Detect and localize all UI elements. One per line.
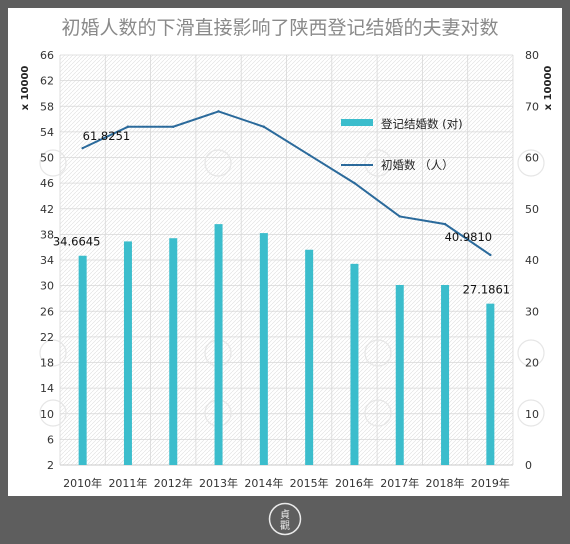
x-tick-label: 2014年 xyxy=(244,476,283,490)
right-tick-label: 40 xyxy=(525,254,539,267)
watermark-seal xyxy=(39,149,67,177)
x-tick-label: 2010年 xyxy=(63,476,102,490)
x-tick-label: 2017年 xyxy=(380,476,419,490)
right-tick-label: 0 xyxy=(525,459,532,472)
legend: 登记结婚数 (对) 初婚数 （人） xyxy=(341,117,463,172)
line-point-2018年 xyxy=(443,222,447,226)
watermark-seal xyxy=(517,149,545,177)
line-point-2019年 xyxy=(489,253,492,257)
x-axis-ticks: 2010年 2011年 2012年 2013年 2014年 2015年 2016年 2017年… xyxy=(63,476,510,490)
line-point-2016年 xyxy=(353,181,356,185)
line-point-2011年 xyxy=(126,125,130,128)
line-point-2013年 xyxy=(217,110,220,113)
seal-logo-bottom: 觀 xyxy=(280,520,290,532)
left-tick-label: 14 xyxy=(40,382,54,395)
watermark-seal xyxy=(364,149,392,177)
left-tick-label: 18 xyxy=(40,357,54,370)
left-tick-label: 10 xyxy=(40,408,54,421)
bar-2010年 xyxy=(78,255,87,465)
right-tick-label: 50 xyxy=(525,203,539,216)
chart-svg: 初婚人数的下滑直接影响了陕西登记结婚的夫妻对数 2610141822263034… xyxy=(20,17,554,490)
bar-series xyxy=(78,224,495,465)
bar-2013年 xyxy=(214,224,223,465)
left-tick-label: 54 xyxy=(40,126,54,139)
bar-2019年 xyxy=(486,303,495,465)
right-tick-label: 20 xyxy=(525,357,539,370)
seal-logo: 貞 觀 xyxy=(268,502,302,536)
data-label: 34.6645 xyxy=(53,235,101,249)
left-tick-label: 22 xyxy=(40,331,54,344)
line-point-2012年 xyxy=(172,125,175,128)
watermark-seal xyxy=(204,149,232,177)
right-tick-label: 10 xyxy=(525,408,539,421)
x-tick-label: 2012年 xyxy=(154,476,193,490)
watermark-seal xyxy=(517,339,545,367)
right-axis-ticks: 0 10 20 30 40 50 60 70 80 xyxy=(525,49,539,472)
right-tick-label: 80 xyxy=(525,49,539,62)
line-point-2015年 xyxy=(307,153,311,157)
left-tick-label: 46 xyxy=(40,177,54,190)
legend-bar-label: 登记结婚数 (对) xyxy=(381,117,463,131)
watermark-seal xyxy=(517,399,545,427)
bar-2018年 xyxy=(441,284,450,465)
bar-2017年 xyxy=(395,284,404,465)
bar-2012年 xyxy=(169,238,178,465)
line-path xyxy=(82,110,491,256)
line-point-2010年 xyxy=(81,146,84,150)
data-label: 27.1861 xyxy=(463,283,511,297)
chart-title: 初婚人数的下滑直接影响了陕西登记结婚的夫妻对数 xyxy=(61,17,498,39)
left-tick-label: 2 xyxy=(47,459,54,472)
line-series xyxy=(81,110,492,257)
seal-logo-top: 貞 xyxy=(280,509,290,521)
gridlines xyxy=(59,54,514,466)
bar-2014年 xyxy=(259,233,268,465)
watermark-seal xyxy=(39,339,67,367)
left-axis-label: x 10000 xyxy=(20,66,31,111)
right-tick-label: 30 xyxy=(525,305,539,318)
x-tick-label: 2019年 xyxy=(471,476,510,490)
bar-2015年 xyxy=(305,249,314,465)
left-tick-label: 38 xyxy=(40,228,54,241)
left-tick-label: 50 xyxy=(40,152,54,165)
left-tick-label: 30 xyxy=(40,280,54,293)
data-label: 61.8251 xyxy=(83,129,131,143)
watermarks xyxy=(39,149,545,427)
data-label: 40.9810 xyxy=(445,230,493,244)
right-tick-label: 70 xyxy=(525,100,539,113)
x-tick-label: 2015年 xyxy=(290,476,329,490)
line-point-2014年 xyxy=(262,125,266,128)
watermark-seal xyxy=(39,399,67,427)
left-tick-label: 66 xyxy=(40,49,54,62)
x-tick-label: 2013年 xyxy=(199,476,238,490)
left-tick-label: 62 xyxy=(40,75,54,88)
left-tick-label: 58 xyxy=(40,100,54,113)
left-tick-label: 34 xyxy=(40,254,54,267)
right-tick-label: 60 xyxy=(525,152,539,165)
left-tick-label: 26 xyxy=(40,305,54,318)
x-tick-label: 2016年 xyxy=(335,476,374,490)
legend-bar-swatch xyxy=(341,119,373,126)
watermark-seal xyxy=(364,399,392,427)
legend-line-label: 初婚数 （人） xyxy=(381,158,454,172)
left-tick-label: 42 xyxy=(40,203,54,216)
bar-2011年 xyxy=(123,241,132,465)
line-point-2017年 xyxy=(398,215,401,218)
right-axis-label: x 10000 xyxy=(543,66,554,111)
data-labels: 34.6645 27.1861 61.8251 40.9810 xyxy=(53,129,510,297)
chart-panel: 初婚人数的下滑直接影响了陕西登记结婚的夫妻对数 2 6 10 14 18 22 26 30 34… xyxy=(8,8,562,496)
left-tick-label: 6 xyxy=(47,433,54,446)
x-tick-label: 2011年 xyxy=(108,476,147,490)
bar-2016年 xyxy=(350,263,359,465)
watermark-seal xyxy=(364,339,392,367)
x-tick-label: 2018年 xyxy=(426,476,465,490)
